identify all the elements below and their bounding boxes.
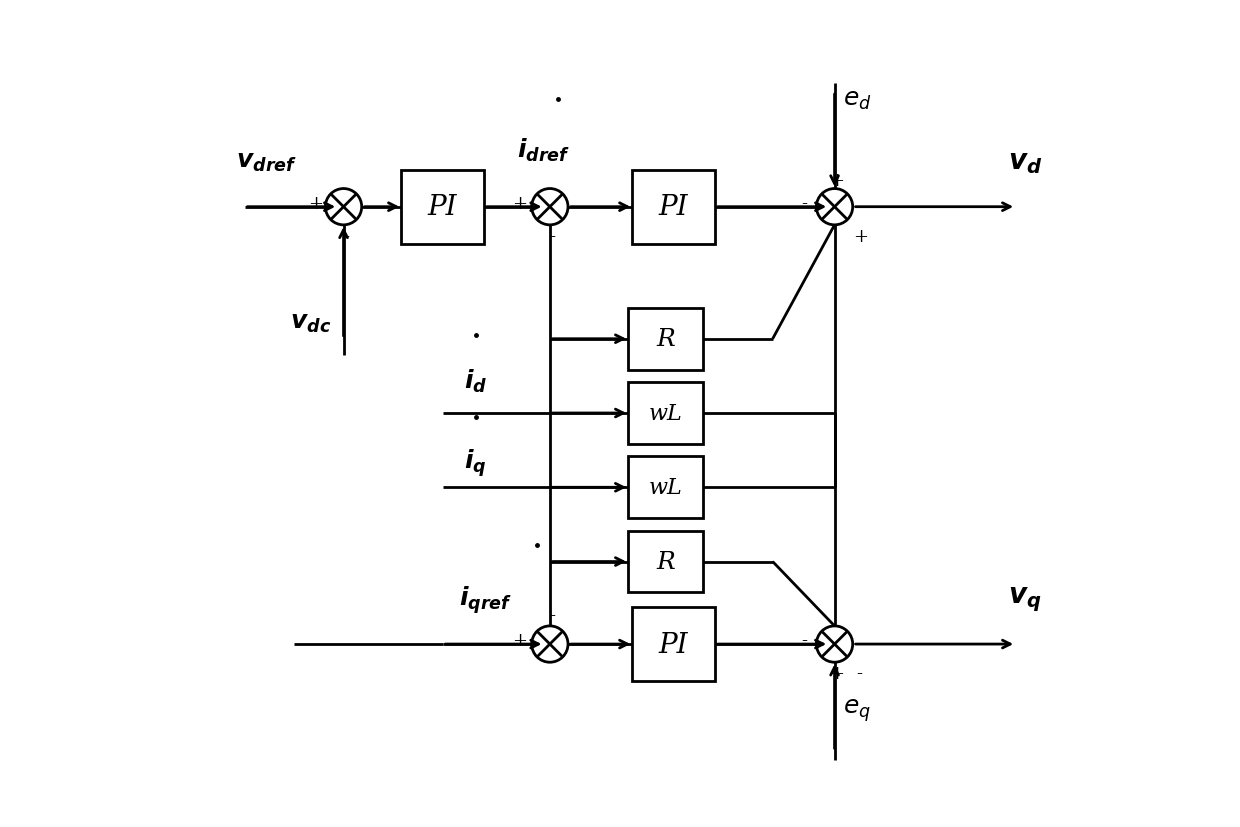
Text: R: R: [656, 551, 675, 573]
FancyBboxPatch shape: [402, 170, 484, 245]
Text: -: -: [857, 664, 862, 682]
Text: $\bfit{i}_{dref}$: $\bfit{i}_{dref}$: [517, 136, 570, 163]
Text: +: +: [308, 194, 322, 213]
FancyBboxPatch shape: [629, 531, 703, 593]
FancyBboxPatch shape: [632, 170, 715, 245]
Text: $e_{q}$: $e_{q}$: [843, 697, 870, 724]
Text: -: -: [801, 194, 807, 213]
Text: -: -: [549, 606, 556, 624]
Text: $\bfit{v}_{d}$: $\bfit{v}_{d}$: [1008, 149, 1043, 175]
Text: $\bfit{i}_{d}$: $\bfit{i}_{d}$: [464, 367, 487, 394]
Text: +: +: [512, 631, 527, 649]
Text: -: -: [549, 227, 556, 246]
FancyBboxPatch shape: [629, 457, 703, 519]
Text: wL: wL: [649, 476, 682, 499]
Text: PI: PI: [658, 194, 688, 221]
Text: wL: wL: [649, 403, 682, 424]
FancyBboxPatch shape: [629, 308, 703, 370]
Text: +: +: [853, 227, 868, 246]
Text: +: +: [830, 172, 844, 190]
Text: $\bfit{v}_{dref}$: $\bfit{v}_{dref}$: [237, 151, 298, 174]
Text: R: R: [656, 327, 675, 351]
Text: $\bfit{i}_{q}$: $\bfit{i}_{q}$: [464, 447, 487, 479]
Text: PI: PI: [428, 194, 458, 221]
Text: -: -: [801, 631, 807, 649]
FancyBboxPatch shape: [629, 383, 703, 444]
FancyBboxPatch shape: [632, 607, 715, 681]
Text: $\bfit{v}_{dc}$: $\bfit{v}_{dc}$: [290, 311, 331, 334]
Text: $e_{d}$: $e_{d}$: [843, 88, 872, 112]
Text: +: +: [830, 664, 844, 682]
Text: $\bfit{v}_{q}$: $\bfit{v}_{q}$: [1008, 585, 1042, 614]
Text: +: +: [512, 194, 527, 213]
Text: -: -: [343, 227, 348, 246]
Text: PI: PI: [658, 631, 688, 657]
Text: $\bfit{i}_{qref}$: $\bfit{i}_{qref}$: [459, 583, 512, 614]
